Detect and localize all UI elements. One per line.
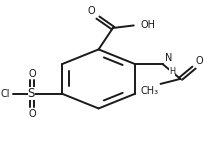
Text: O: O bbox=[88, 6, 95, 16]
Text: O: O bbox=[28, 109, 36, 119]
Text: H: H bbox=[169, 67, 175, 76]
Text: N: N bbox=[165, 53, 173, 63]
Text: S: S bbox=[28, 87, 35, 100]
Text: OH: OH bbox=[141, 20, 156, 30]
Text: O: O bbox=[195, 56, 203, 66]
Text: O: O bbox=[28, 69, 36, 79]
Text: CH₃: CH₃ bbox=[140, 86, 159, 96]
Text: Cl: Cl bbox=[1, 89, 10, 99]
